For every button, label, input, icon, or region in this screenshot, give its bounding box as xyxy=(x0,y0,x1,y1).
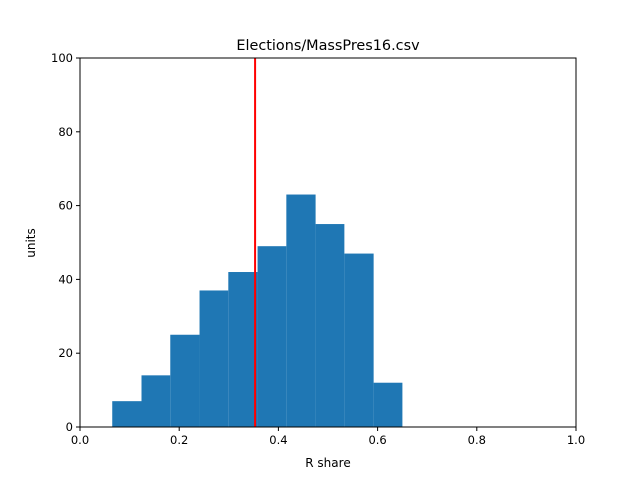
histogram-bar-5 xyxy=(257,246,287,427)
x-tick-label-3: 0.6 xyxy=(368,433,386,447)
y-tick-label-4: 80 xyxy=(58,125,73,139)
histogram-bar-8 xyxy=(344,253,374,427)
y-tick-label-0: 0 xyxy=(66,420,73,434)
histogram-bar-0 xyxy=(112,401,142,427)
y-tick-label-3: 60 xyxy=(58,199,73,213)
x-tick-label-1: 0.2 xyxy=(170,433,188,447)
y-axis-label: units xyxy=(24,228,38,258)
histogram-bar-6 xyxy=(286,194,316,427)
y-tick-label-1: 20 xyxy=(58,346,73,360)
histogram-bar-2 xyxy=(170,334,200,427)
plot-frame xyxy=(79,57,577,428)
y-tick-label-5: 100 xyxy=(51,51,73,65)
x-tick-label-0: 0.0 xyxy=(71,433,89,447)
histogram-bar-1 xyxy=(141,375,171,427)
y-tick-label-2: 40 xyxy=(58,272,73,286)
histogram-bar-3 xyxy=(199,290,229,427)
chart-title: Elections/MassPres16.csv xyxy=(236,38,420,54)
x-axis-label: R share xyxy=(305,456,350,470)
x-tick-label-5: 1.0 xyxy=(567,433,585,447)
bars-group xyxy=(112,194,403,427)
x-tick-label-2: 0.4 xyxy=(269,433,287,447)
x-tick-label-4: 0.8 xyxy=(468,433,486,447)
x-axis-ticks: 0.0 0.2 0.4 0.6 0.8 1.0 xyxy=(71,427,585,447)
histogram-bar-4 xyxy=(228,272,258,427)
y-axis-ticks: 0 20 40 60 80 100 xyxy=(51,51,80,434)
histogram-bar-9 xyxy=(373,382,403,427)
histogram-bar-7 xyxy=(315,224,345,427)
